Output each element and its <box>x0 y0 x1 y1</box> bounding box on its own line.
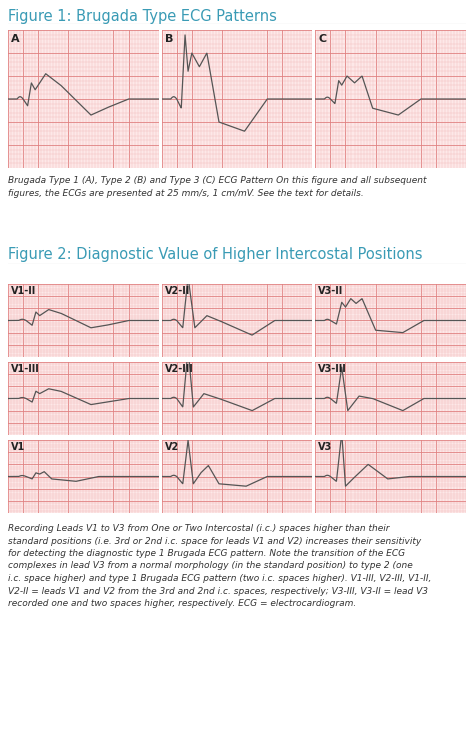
Text: C: C <box>319 34 327 44</box>
Text: V2-II: V2-II <box>164 287 190 296</box>
Text: Brugada Type 1 (A), Type 2 (B) and Type 3 (C) ECG Pattern On this figure and all: Brugada Type 1 (A), Type 2 (B) and Type … <box>8 176 427 197</box>
Text: Figure 1: Brugada Type ECG Patterns: Figure 1: Brugada Type ECG Patterns <box>8 9 277 23</box>
Text: V2: V2 <box>164 442 179 452</box>
Text: V1: V1 <box>11 442 25 452</box>
Text: V1-II: V1-II <box>11 287 36 296</box>
Text: V3-III: V3-III <box>319 364 347 374</box>
Text: V3: V3 <box>319 442 333 452</box>
Text: V1-III: V1-III <box>11 364 40 374</box>
Text: Recording Leads V1 to V3 from One or Two Intercostal (i.c.) spaces higher than t: Recording Leads V1 to V3 from One or Two… <box>8 524 431 608</box>
Text: Figure 2: Diagnostic Value of Higher Intercostal Positions: Figure 2: Diagnostic Value of Higher Int… <box>8 247 422 262</box>
Text: B: B <box>164 34 173 44</box>
Text: A: A <box>11 34 19 44</box>
Text: V2-III: V2-III <box>164 364 193 374</box>
Text: V3-II: V3-II <box>319 287 344 296</box>
